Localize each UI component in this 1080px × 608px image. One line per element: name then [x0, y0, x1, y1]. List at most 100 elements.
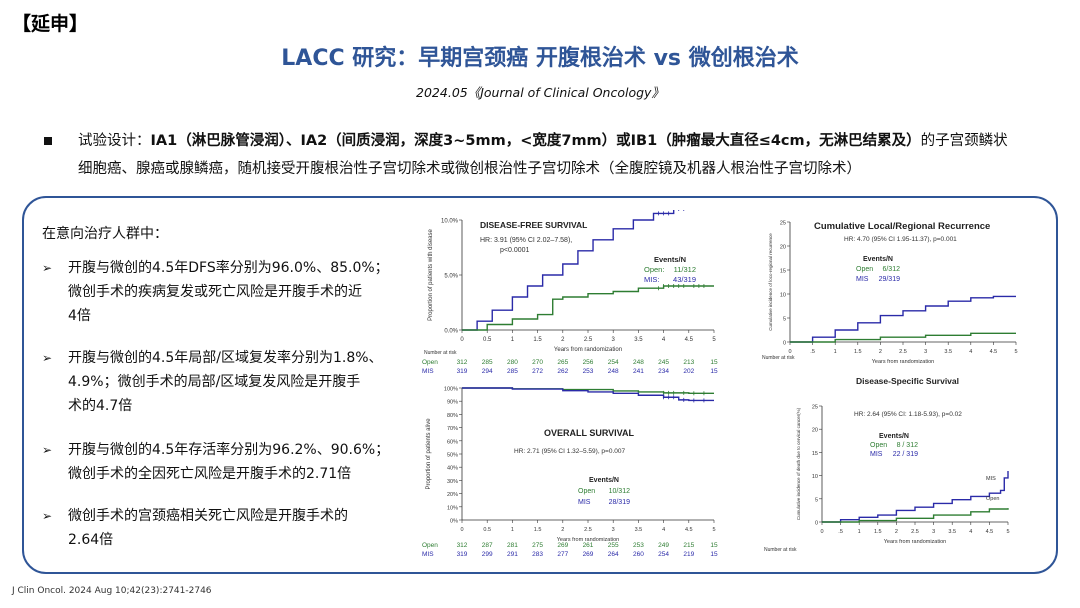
arrow-bullet-icon: ➢: [42, 443, 53, 457]
x-tick-label: 0.5: [483, 337, 492, 343]
risk-value: 269: [557, 542, 568, 549]
x-tick-label: 4: [969, 529, 972, 535]
x-tick-label: 4.5: [990, 349, 998, 355]
risk-value: 265: [557, 359, 568, 366]
finding-line: 4.9%；微创手术的局部/区域复发风险是开腹手: [68, 374, 361, 390]
chart-annotation: HR: 3.91 (95% CI 2.02–7.58),: [480, 237, 572, 244]
x-tick-label: 2: [561, 337, 565, 343]
y-tick-label: 5: [783, 317, 786, 323]
risk-value: 285: [507, 368, 518, 375]
x-tick-label: 1.5: [533, 337, 542, 343]
x-tick-label: 4: [969, 349, 972, 355]
arrow-bullet-icon: ➢: [42, 351, 53, 365]
x-tick-label: 2: [895, 529, 898, 535]
legend-name: MIS:: [644, 275, 659, 284]
risk-value: 213: [683, 359, 694, 366]
x-axis-label: Years from randomization: [884, 539, 946, 545]
risk-value: 264: [608, 551, 619, 558]
findings-intro: 在意向治疗人群中：: [42, 226, 168, 242]
legend-name: Open: [856, 266, 873, 273]
x-tick-label: 4.5: [986, 529, 994, 535]
y-tick-label: 5: [815, 497, 818, 503]
risk-value: 281: [507, 542, 518, 549]
x-tick-label: 1: [834, 349, 837, 355]
risk-value: 260: [633, 551, 644, 558]
risk-value: 256: [583, 359, 594, 366]
x-tick-label: 2.5: [899, 349, 907, 355]
risk-value: 277: [557, 551, 568, 558]
series-line-open: [790, 332, 1016, 343]
y-axis-label: Cumulative incidence of loco-regional re…: [768, 233, 773, 331]
risk-row-name: Open: [422, 359, 438, 366]
risk-value: 312: [457, 542, 468, 549]
x-tick-label: 4: [662, 337, 666, 343]
legend-title: Events/N: [654, 255, 686, 264]
x-tick-label: 3: [612, 527, 615, 533]
risk-value: 319: [457, 368, 468, 375]
page-subtitle: 2024.05《Journal of Clinical Oncology》: [416, 85, 664, 100]
risk-value: 270: [532, 359, 543, 366]
finding-line: 微创手术的全因死亡风险是开腹手术的2.71倍: [68, 466, 352, 482]
risk-value: 261: [583, 542, 594, 549]
legend-title: Events/N: [863, 256, 893, 263]
chart-annotation: HR: 2.71 (95% CI 1.32–5.59), p=0.007: [514, 448, 625, 455]
x-tick-label: 4.5: [685, 337, 694, 343]
chart-title: Cumulative Local/Regional Recurrence: [814, 221, 990, 232]
risk-value: 241: [633, 368, 644, 375]
risk-value: 275: [532, 542, 543, 549]
finding-line: 术的4.7倍: [68, 398, 133, 414]
legend-value: 28/319: [609, 499, 631, 506]
chart-annotation: HR: 2.64 (95% CI: 1.18-5.93), p=0.02: [854, 411, 962, 418]
legend-value: 22 / 319: [893, 451, 918, 458]
y-tick-label: 20: [780, 245, 786, 251]
x-tick-label: 3: [924, 349, 927, 355]
legend-value: 43/319: [673, 275, 696, 284]
legend-name: Open: [578, 488, 595, 495]
risk-value: 15: [710, 542, 718, 549]
x-tick-label: 1: [858, 529, 861, 535]
legend-title: Events/N: [589, 477, 619, 484]
chart-annotation: p<0.0001: [500, 247, 529, 254]
section-tag: 【延申】: [12, 13, 89, 35]
series-line-mis: [462, 387, 714, 402]
y-axis-label: Proportion of patients with disease: [428, 228, 434, 320]
finding-line: 开腹与微创的4.5年DFS率分别为96.0%、85.0%；: [68, 260, 389, 276]
x-tick-label: 0: [788, 349, 791, 355]
y-tick-label: 90%: [447, 400, 458, 406]
x-tick-label: 0: [460, 337, 464, 343]
y-axis-label: Proportion of patients alive: [426, 418, 432, 490]
legend-name: Open:: [644, 265, 664, 274]
y-tick-label: 50%: [447, 453, 458, 459]
finding-line: 开腹与微创的4.5年存活率分别为96.2%、90.6%；: [68, 442, 390, 458]
x-axis-label: Years from randomization: [557, 537, 619, 543]
series-line-open: [822, 508, 1009, 523]
y-tick-label: 0: [815, 521, 818, 527]
risk-value: 255: [608, 542, 619, 549]
os-chart: 0% 10% 20% 30% 40% 50% 60% 70% 80% 90% 100% 0 0.5 1 1.…: [422, 387, 718, 559]
recurrence-chart: 0 5 10 15 20 25 0 .5 1 1.5 2 2.5 3 3.5 4 4.5 5 Years from…: [762, 221, 1018, 366]
y-tick-label: 100%: [444, 387, 458, 393]
risk-value: 253: [583, 368, 594, 375]
x-tick-label: 1.5: [854, 349, 862, 355]
risk-value: 234: [658, 368, 669, 375]
x-tick-label: 1: [511, 337, 515, 343]
risk-value: 272: [532, 368, 543, 375]
finding-line: 2.64倍: [68, 532, 114, 548]
risk-table-label: Number at risk: [424, 350, 457, 356]
y-tick-label: 10%: [447, 505, 458, 511]
legend-name: MIS: [856, 276, 869, 283]
risk-value: 248: [608, 368, 619, 375]
finding-line: 开腹与微创的4.5年局部/区域复发率分别为1.8%、: [68, 350, 383, 366]
x-tick-label: 5: [1006, 529, 1009, 535]
legend-name: Open: [870, 442, 887, 449]
risk-value: 294: [482, 368, 493, 375]
x-tick-label: 2.5: [584, 527, 592, 533]
y-tick-label: 5.0%: [444, 274, 458, 280]
risk-value: 299: [482, 551, 493, 558]
series-end-label: MIS: [986, 476, 996, 482]
risk-row-name: MIS: [422, 551, 434, 558]
risk-row-name: Open: [422, 542, 438, 549]
risk-value: 245: [658, 359, 669, 366]
reference-citation: J Clin Oncol. 2024 Aug 10;42(23):2741-27…: [12, 586, 212, 596]
y-tick-label: 60%: [447, 439, 458, 445]
